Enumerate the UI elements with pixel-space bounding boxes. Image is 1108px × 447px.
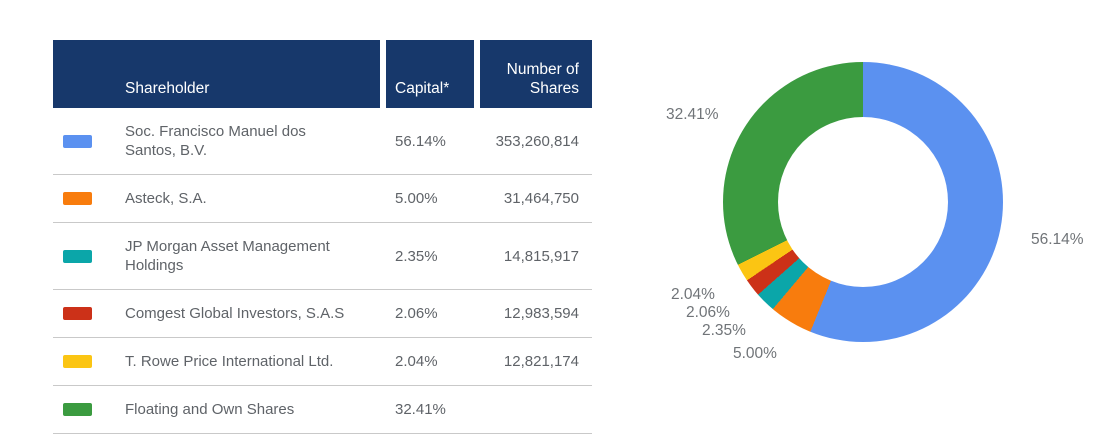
table-header: Shareholder Capital* Number of Shares	[53, 40, 592, 108]
shareholder-name: Floating and Own Shares	[125, 401, 295, 418]
shareholder-name: Soc. Francisco Manuel dos Santos, B.V.	[125, 123, 306, 159]
table-row: Asteck, S.A. 5.00% 31,464,750	[53, 175, 592, 223]
chart-label-floating: 32.41%	[666, 106, 719, 123]
capital-value: 2.35%	[395, 247, 438, 265]
capital-value: 32.41%	[395, 401, 446, 418]
series-color-swatch	[63, 249, 92, 263]
shareholders-table: Shareholder Capital* Number of Shares So…	[53, 40, 592, 434]
shareholder-cell: Comgest Global Investors, S.A.S	[53, 304, 380, 323]
capital-value: 2.04%	[395, 353, 438, 370]
chart-label-majority: 56.14%	[1031, 231, 1084, 248]
capital-value: 2.06%	[395, 305, 438, 322]
shares-value: 31,464,750	[503, 190, 579, 207]
shareholder-name: Comgest Global Investors, S.A.S	[125, 305, 345, 322]
table-row: JP Morgan Asset Management Holdings 2.35…	[53, 223, 592, 290]
donut-hole	[778, 117, 948, 287]
table-row: T. Rowe Price International Ltd. 2.04% 1…	[53, 338, 592, 386]
header-number-of-shares: Number of Shares	[480, 40, 592, 108]
table-body: Soc. Francisco Manuel dos Santos, B.V. 5…	[53, 108, 592, 434]
table-row: Soc. Francisco Manuel dos Santos, B.V. 5…	[53, 108, 592, 175]
series-color-swatch	[63, 192, 92, 205]
shareholder-cell: Floating and Own Shares	[53, 400, 380, 419]
shareholder-name: JP Morgan Asset Management Holdings	[125, 238, 330, 274]
shares-value: 12,983,594	[503, 305, 579, 322]
chart-label-comgest: 2.06%	[686, 304, 730, 321]
header-shareholder: Shareholder	[53, 40, 380, 108]
chart-label-asteck: 5.00%	[733, 345, 777, 362]
shares-value: 353,260,814	[495, 132, 579, 150]
series-color-swatch	[63, 355, 92, 368]
series-color-swatch	[63, 403, 92, 416]
shareholder-name: T. Rowe Price International Ltd.	[125, 353, 334, 370]
table-row: Comgest Global Investors, S.A.S 2.06% 12…	[53, 290, 592, 338]
series-color-swatch	[63, 134, 92, 148]
table-row: Floating and Own Shares 32.41%	[53, 386, 592, 434]
series-color-swatch	[63, 307, 92, 320]
shares-value: 14,815,917	[503, 247, 579, 265]
capital-value: 5.00%	[395, 190, 438, 207]
shareholder-cell: Asteck, S.A.	[53, 189, 380, 208]
chart-label-trowe: 2.04%	[671, 286, 715, 303]
chart-label-jpmorgan: 2.35%	[702, 322, 746, 339]
shares-value: 12,821,174	[503, 353, 579, 370]
capital-value: 56.14%	[395, 132, 446, 150]
header-capital: Capital*	[386, 40, 474, 108]
shareholder-cell: Soc. Francisco Manuel dos Santos, B.V.	[53, 122, 380, 160]
shareholder-cell: JP Morgan Asset Management Holdings	[53, 237, 380, 275]
shareholder-cell: T. Rowe Price International Ltd.	[53, 352, 380, 371]
shareholder-name: Asteck, S.A.	[125, 190, 207, 207]
